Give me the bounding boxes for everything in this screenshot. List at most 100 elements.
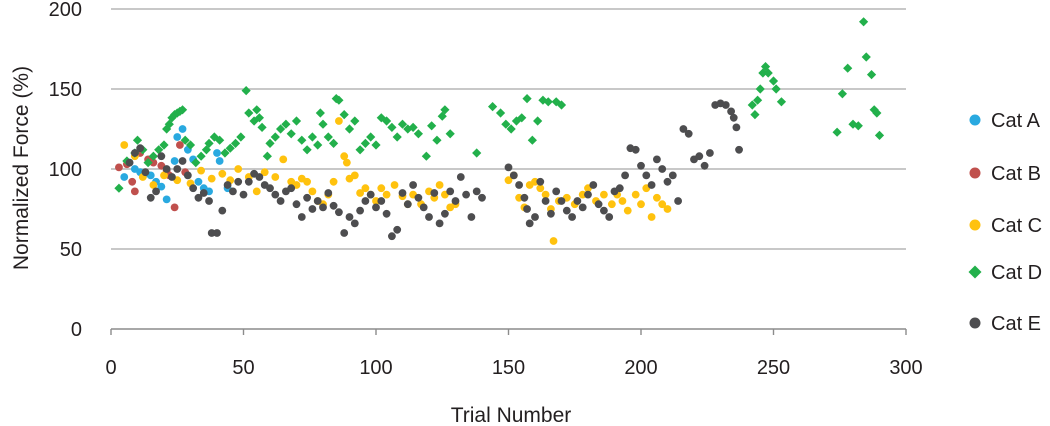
- data-point: [776, 97, 787, 107]
- data-point: [861, 52, 871, 62]
- data-point: [631, 145, 640, 154]
- data-point: [302, 145, 312, 155]
- data-point: [631, 190, 640, 199]
- data-point: [832, 127, 842, 137]
- data-point: [148, 151, 158, 161]
- data-point: [308, 187, 317, 196]
- data-point: [350, 116, 360, 126]
- data-point: [196, 151, 206, 161]
- data-point: [229, 187, 237, 196]
- data-point: [495, 108, 506, 118]
- data-point: [215, 135, 225, 145]
- data-point: [197, 166, 206, 175]
- data-point: [189, 184, 198, 193]
- data-point: [128, 177, 137, 186]
- legend-label: Cat D: [991, 262, 1042, 284]
- data-point: [239, 190, 248, 199]
- legend-item-cat-a: Cat A: [969, 110, 1041, 132]
- series-cat-d: [114, 17, 885, 193]
- data-point: [313, 197, 322, 205]
- data-point: [403, 124, 413, 134]
- data-point: [125, 158, 134, 167]
- data-point: [335, 208, 343, 217]
- data-point: [276, 124, 286, 134]
- data-point: [308, 205, 317, 213]
- data-point: [663, 205, 672, 213]
- series-cat-e: [125, 99, 743, 241]
- x-tick-label: 250: [757, 357, 790, 379]
- data-point: [244, 108, 254, 118]
- data-point: [260, 168, 269, 177]
- data-point: [218, 169, 227, 178]
- data-point: [390, 181, 399, 189]
- data-point: [668, 171, 677, 180]
- data-point: [252, 187, 261, 196]
- data-point: [276, 197, 285, 205]
- data-point: [220, 148, 230, 158]
- data-point: [472, 187, 481, 196]
- data-point: [467, 213, 476, 221]
- data-point: [663, 177, 672, 186]
- data-point: [141, 168, 150, 177]
- data-point: [866, 70, 877, 80]
- legend-marker: [969, 114, 981, 126]
- data-point: [533, 116, 543, 126]
- data-point: [432, 135, 442, 145]
- legend-marker: [969, 317, 981, 329]
- data-point: [763, 68, 773, 78]
- data-point: [421, 151, 431, 161]
- data-point: [451, 197, 460, 205]
- data-point: [157, 152, 166, 161]
- data-point: [297, 135, 307, 145]
- data-point: [266, 184, 274, 193]
- data-point: [173, 165, 182, 173]
- data-point: [372, 203, 380, 212]
- data-point: [435, 181, 444, 189]
- data-point: [589, 181, 598, 189]
- data-point: [501, 119, 511, 129]
- data-point: [252, 105, 262, 115]
- data-point: [160, 171, 168, 180]
- data-point: [207, 174, 216, 183]
- data-point: [115, 163, 123, 172]
- data-point: [684, 129, 693, 138]
- data-point: [859, 17, 869, 27]
- data-point: [435, 219, 444, 228]
- data-point: [419, 203, 428, 212]
- data-point: [594, 200, 603, 209]
- data-point: [120, 173, 129, 181]
- axes: 0 50 100 150 200 0 50 100 150 200 250 300: [49, 0, 923, 379]
- data-point: [398, 189, 407, 197]
- data-point: [146, 193, 155, 202]
- data-point: [170, 203, 179, 212]
- data-point: [234, 177, 243, 186]
- data-point: [509, 171, 518, 180]
- data-point: [472, 148, 482, 158]
- data-point: [536, 184, 545, 193]
- data-point: [427, 121, 437, 131]
- data-point: [556, 100, 567, 110]
- data-point: [621, 171, 629, 180]
- y-axis-title: Normalized Force (%): [10, 66, 33, 270]
- data-point: [130, 187, 139, 196]
- data-point: [541, 190, 550, 199]
- data-point: [199, 189, 208, 197]
- data-point: [760, 62, 771, 72]
- data-point: [345, 213, 354, 221]
- data-point: [162, 195, 171, 204]
- data-point: [837, 89, 847, 99]
- data-point: [270, 132, 280, 142]
- data-point: [180, 135, 190, 145]
- data-point: [562, 206, 571, 215]
- data-point: [183, 171, 192, 180]
- y-tick-label: 150: [49, 79, 82, 101]
- data-point: [339, 110, 349, 120]
- data-point: [488, 102, 498, 112]
- data-point: [178, 125, 187, 133]
- data-point: [366, 132, 376, 142]
- data-point: [191, 158, 201, 168]
- data-point: [205, 197, 213, 205]
- data-point: [303, 193, 311, 202]
- data-point: [356, 206, 364, 215]
